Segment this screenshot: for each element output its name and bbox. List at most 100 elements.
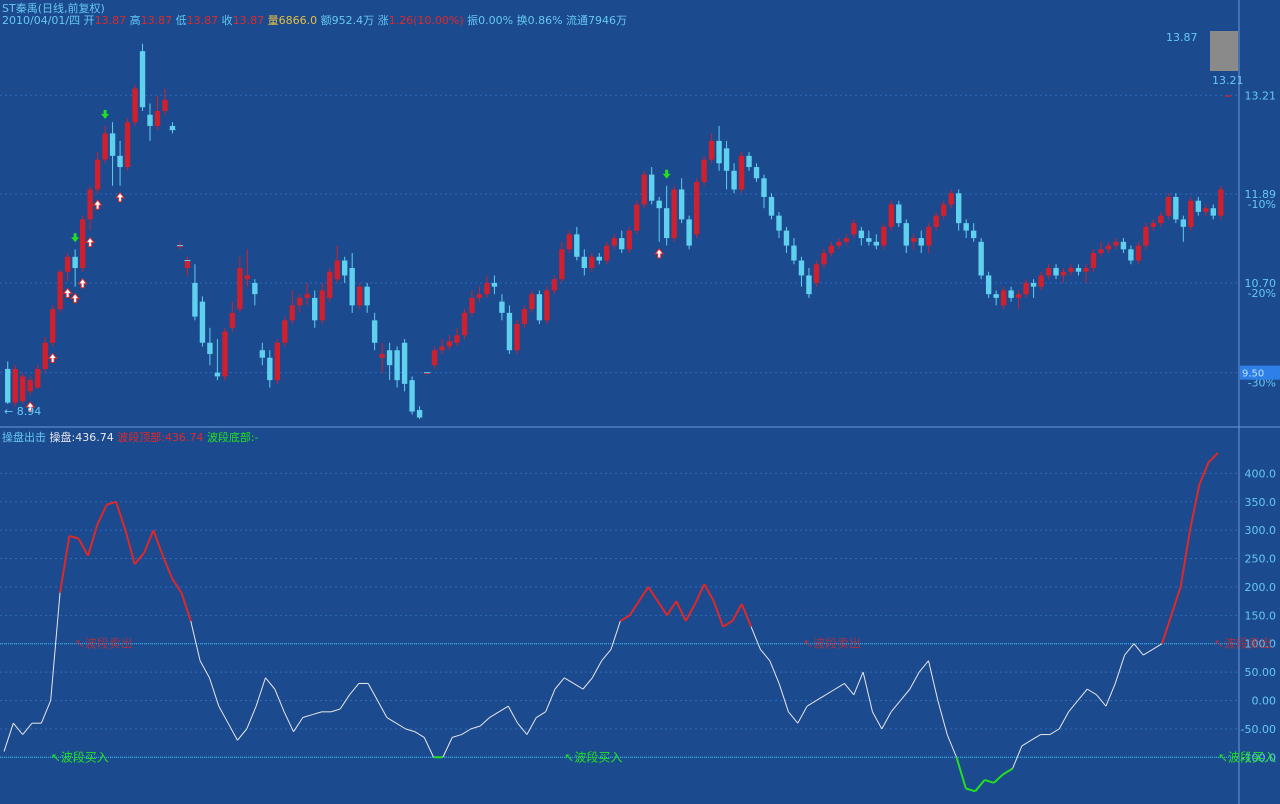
candlestick-series bbox=[5, 43, 1231, 420]
oscillator-segment bbox=[1049, 728, 1060, 735]
oscillator-segment bbox=[395, 722, 406, 730]
candle-body bbox=[484, 282, 490, 295]
candle-body bbox=[761, 178, 767, 197]
candle-body bbox=[356, 286, 363, 306]
open-value: 13.87 bbox=[94, 14, 127, 27]
oscillator-segment bbox=[955, 756, 967, 789]
oscillator-segment bbox=[237, 728, 248, 741]
candle-body bbox=[753, 167, 760, 179]
oscillator-segment bbox=[87, 524, 99, 556]
candle-body bbox=[1150, 223, 1157, 227]
oscillator-segment bbox=[246, 705, 257, 730]
oscillator-segment bbox=[731, 603, 743, 622]
candle-body bbox=[79, 219, 86, 268]
candle-body bbox=[619, 238, 625, 250]
indicator-value-label: 操盘: bbox=[49, 431, 76, 444]
price-pct-label: -20% bbox=[1248, 287, 1276, 300]
candle-body bbox=[641, 174, 647, 205]
oscillator-segment bbox=[788, 711, 799, 724]
candle-body bbox=[139, 51, 146, 108]
oscillator-segment bbox=[461, 728, 472, 735]
oscillator-segment bbox=[890, 700, 901, 713]
oscillator-segment bbox=[367, 683, 378, 701]
oscillator-segment bbox=[293, 717, 304, 732]
oscillator-segment bbox=[656, 600, 668, 616]
candle-body bbox=[993, 294, 999, 298]
change-value: 1.26(10.00%) bbox=[388, 14, 464, 27]
oscillator-segment bbox=[769, 660, 780, 684]
oscillator-segment bbox=[1124, 643, 1135, 656]
oscillator-segment bbox=[507, 705, 519, 724]
candle-body bbox=[903, 223, 909, 246]
oscillator-segment bbox=[675, 600, 687, 622]
candle-body bbox=[364, 286, 370, 306]
signal-annotations: ↖波段买入 ↖波段买入 ↖波段买入 ↖波段卖出 ↖波段卖出 ↖波段卖出 bbox=[51, 636, 1276, 765]
oscillator-segment bbox=[694, 583, 706, 605]
candle-body bbox=[259, 350, 266, 358]
candle-body bbox=[1225, 95, 1231, 97]
candle-body bbox=[985, 275, 992, 295]
candle-body bbox=[282, 320, 288, 343]
candle-body bbox=[1068, 267, 1074, 272]
buy-arrow-icon bbox=[115, 191, 126, 203]
candle-body bbox=[252, 282, 258, 295]
candle-body bbox=[476, 294, 483, 298]
candle-body bbox=[289, 305, 295, 321]
oscillator-segment bbox=[610, 620, 621, 650]
candle-body bbox=[926, 226, 932, 246]
candle-body bbox=[87, 189, 93, 220]
candle-body bbox=[1135, 245, 1142, 261]
candle-body bbox=[1128, 249, 1134, 261]
high-price-label: 13.87 bbox=[1166, 31, 1198, 44]
candle-body bbox=[439, 346, 445, 351]
oscillator-segment bbox=[59, 535, 71, 593]
oscillator-segment bbox=[526, 717, 537, 735]
oscillator-segment bbox=[722, 620, 733, 628]
oscillator-segment bbox=[517, 722, 528, 735]
close-value: 13.87 bbox=[232, 14, 265, 27]
candle-body bbox=[896, 204, 902, 224]
oscillator-segment bbox=[274, 688, 285, 713]
indicator-name[interactable]: 操盘出击 bbox=[2, 431, 46, 444]
sell-arrow-icon bbox=[101, 109, 110, 119]
candle-body bbox=[1045, 267, 1052, 276]
candle-body bbox=[1203, 208, 1209, 212]
oscillator-segment bbox=[582, 677, 593, 690]
sell-signal-annotation: ↖波段卖出 bbox=[1214, 636, 1272, 651]
oscillator-segment bbox=[1133, 643, 1144, 656]
candle-body bbox=[454, 335, 460, 343]
oscillator-segment bbox=[22, 722, 33, 735]
oscillator-segment bbox=[834, 683, 845, 690]
candle-body bbox=[948, 193, 954, 205]
candle-body bbox=[529, 294, 535, 310]
oscillator-segment bbox=[255, 677, 266, 707]
candle-body bbox=[207, 342, 213, 354]
oscillator-segment bbox=[1058, 711, 1070, 730]
candle-body bbox=[634, 204, 640, 231]
candle-body bbox=[20, 376, 26, 402]
oscillator-segment bbox=[1179, 529, 1191, 588]
osc-tick-label: 0.00 bbox=[1252, 694, 1277, 707]
candle-body bbox=[836, 241, 842, 246]
candle-body bbox=[933, 215, 939, 227]
candle-body bbox=[708, 140, 715, 160]
oscillator-segment bbox=[414, 731, 425, 738]
candle-body bbox=[1008, 290, 1014, 298]
candle-body bbox=[1195, 200, 1202, 212]
sell-signal-label: 波段顶部: bbox=[117, 431, 165, 444]
sell-signal-value: 436.74 bbox=[164, 431, 204, 444]
candle-body bbox=[431, 350, 438, 366]
candle-body bbox=[1098, 249, 1104, 254]
candle-body bbox=[5, 368, 11, 403]
candle-body bbox=[656, 200, 662, 209]
oscillator-segment bbox=[124, 529, 136, 565]
oscillator-segment bbox=[1114, 654, 1126, 684]
candle-body bbox=[955, 193, 962, 224]
sell-signal-annotation: ↖波段卖出 bbox=[75, 636, 133, 651]
oscillator-segment bbox=[573, 683, 584, 690]
oscillator-segment bbox=[1087, 688, 1097, 696]
candle-body bbox=[379, 353, 385, 358]
oscillator-segment bbox=[628, 600, 640, 616]
candle-body bbox=[506, 312, 513, 351]
